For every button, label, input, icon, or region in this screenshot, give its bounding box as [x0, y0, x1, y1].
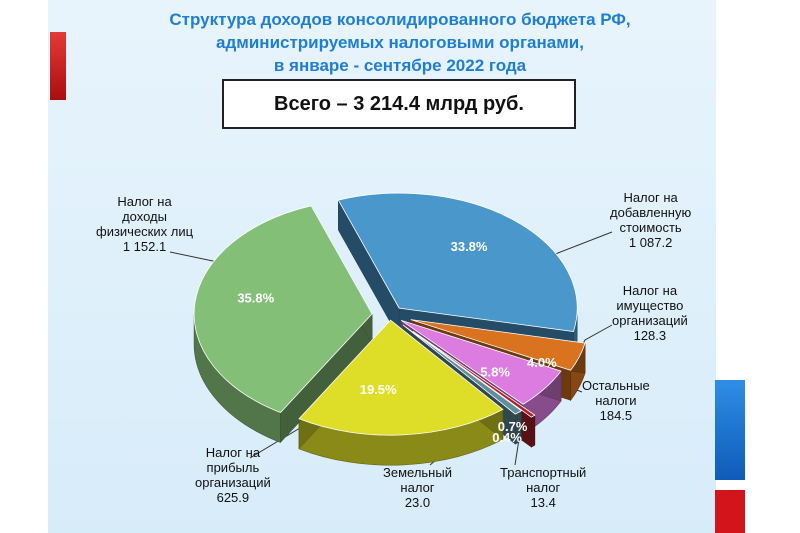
label-transport-line-1: Транспортный — [500, 465, 587, 480]
label-ndfl: Налог на доходы физических лиц 1 152.1 — [96, 194, 193, 254]
label-vat-line-1: Налог на — [623, 190, 678, 205]
slice-vat — [337, 192, 578, 333]
percent-label-land: 0.7% — [498, 419, 528, 434]
percent-label-profit: 19.5% — [360, 382, 397, 397]
chart-title: Структура доходов консолидированного бюд… — [100, 8, 700, 77]
slice-property — [410, 319, 586, 371]
slice-ndfl — [193, 205, 373, 413]
label-property-line-2: имущество — [616, 298, 684, 313]
total-label: Всего – 3 214.4 млрд руб. — [274, 92, 524, 115]
percent-labels: 33.8% 4.0% 5.8% 0.4%0.7% 19.5% 35.8% — [237, 239, 557, 445]
label-land: Земельный налог 23.0 — [383, 465, 452, 510]
label-other-line-2: налоги — [595, 393, 637, 408]
label-other-line-1: Остальные — [582, 378, 650, 393]
label-vat-line-2: добавленную — [610, 205, 692, 220]
left-red-stripe — [50, 32, 66, 100]
label-vat-line-3: стоимость — [619, 220, 682, 235]
chart-title-line-2: администрируемых налоговыми органами, — [216, 33, 584, 52]
label-property: Налог на имущество организаций 128.3 — [612, 283, 688, 343]
label-land-value: 23.0 — [404, 495, 431, 510]
total-box: Всего – 3 214.4 млрд руб. — [222, 79, 576, 129]
label-property-value: 128.3 — [633, 328, 667, 343]
label-ndfl-value: 1 152.1 — [122, 239, 167, 254]
label-profit-line-3: организаций — [195, 475, 271, 490]
label-other: Остальные налоги 184.5 — [582, 378, 650, 423]
label-land-line-2: налог — [400, 480, 435, 495]
slice-other — [401, 320, 562, 405]
label-transport-value: 13.4 — [530, 495, 556, 510]
chart-title-line-1: Структура доходов консолидированного бюд… — [169, 10, 631, 29]
label-profit-line-1: Налог на — [205, 445, 261, 460]
label-vat-value: 1 087.2 — [628, 235, 673, 250]
label-property-line-1: Налог на — [622, 283, 678, 298]
slice-land — [402, 324, 523, 415]
label-transport-line-2: налог — [526, 480, 561, 495]
pie-tops — [193, 192, 586, 436]
label-ndfl-line-2: доходы — [122, 209, 167, 224]
slice-profit — [298, 319, 504, 436]
chart-title-line-3: в январе - сентябре 2022 года — [273, 56, 527, 75]
label-profit-line-2: прибыль — [206, 460, 260, 475]
label-ndfl-line-1: Налог на — [117, 194, 172, 209]
right-blue-stripe — [715, 380, 745, 480]
label-profit: Налог на прибыль организаций 625.9 — [195, 445, 271, 505]
percent-label-property: 4.0% — [527, 355, 557, 370]
percent-label-other: 5.8% — [480, 364, 510, 379]
percent-label-vat: 33.8% — [451, 239, 488, 254]
label-profit-value: 625.9 — [216, 490, 250, 505]
percent-label-ndfl: 35.8% — [237, 290, 274, 305]
label-other-value: 184.5 — [599, 408, 633, 423]
label-transport: Транспортный налог 13.4 — [500, 465, 586, 510]
label-vat: Налог на добавленную стоимость 1 087.2 — [610, 190, 691, 250]
slice-transport — [412, 330, 536, 418]
label-land-line-1: Земельный — [383, 465, 452, 480]
right-red-stripe — [715, 490, 745, 533]
label-property-line-3: организаций — [612, 313, 688, 328]
percent-label-transport: 0.4% — [492, 430, 522, 445]
label-ndfl-line-3: физических лиц — [96, 224, 194, 239]
